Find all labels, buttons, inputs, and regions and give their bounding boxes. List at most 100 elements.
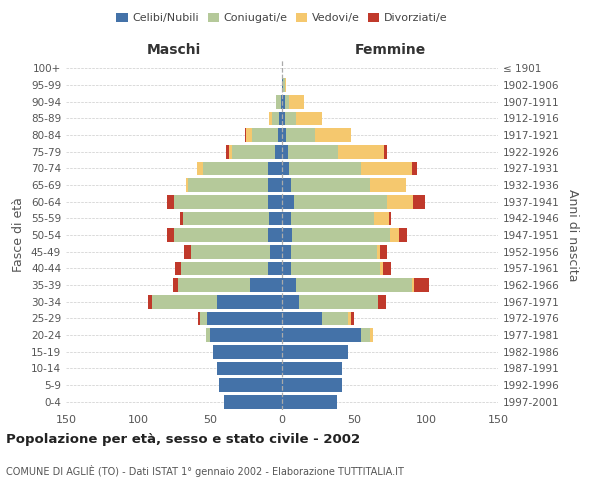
Bar [268, 178, 282, 192]
Bar [390, 228, 398, 242]
Bar [289, 95, 304, 108]
Bar [413, 195, 425, 208]
Bar [245, 128, 246, 142]
Bar [389, 212, 391, 225]
Bar [178, 278, 250, 292]
Bar [282, 262, 290, 275]
Bar [282, 362, 343, 375]
Bar [282, 378, 343, 392]
Bar [379, 295, 386, 308]
Bar [278, 128, 282, 142]
Bar [229, 145, 232, 158]
Bar [290, 245, 377, 258]
Legend: Celibi/Nubili, Coniugati/e, Vedovi/e, Divorziati/e: Celibi/Nubili, Coniugati/e, Vedovi/e, Di… [112, 8, 452, 28]
Bar [210, 328, 282, 342]
Bar [184, 245, 191, 258]
Bar [299, 295, 379, 308]
Bar [188, 178, 268, 192]
Bar [268, 262, 282, 275]
Bar [269, 212, 282, 225]
Bar [285, 112, 296, 125]
Bar [384, 145, 387, 158]
Bar [383, 262, 391, 275]
Bar [282, 78, 283, 92]
Bar [338, 145, 384, 158]
Bar [276, 95, 281, 108]
Y-axis label: Anni di nascita: Anni di nascita [566, 188, 579, 281]
Bar [175, 262, 181, 275]
Bar [218, 378, 282, 392]
Bar [282, 212, 290, 225]
Bar [415, 278, 429, 292]
Bar [252, 128, 278, 142]
Bar [322, 312, 348, 325]
Bar [292, 228, 390, 242]
Bar [286, 128, 315, 142]
Text: Popolazione per età, sesso e stato civile - 2002: Popolazione per età, sesso e stato civil… [6, 432, 360, 446]
Bar [296, 112, 322, 125]
Bar [271, 245, 282, 258]
Bar [351, 312, 354, 325]
Bar [285, 95, 289, 108]
Bar [232, 145, 275, 158]
Bar [191, 245, 271, 258]
Bar [180, 212, 182, 225]
Bar [387, 195, 413, 208]
Bar [282, 245, 290, 258]
Bar [199, 312, 200, 325]
Bar [282, 278, 296, 292]
Bar [217, 295, 282, 308]
Text: COMUNE DI AGLIÈ (TO) - Dati ISTAT 1° gennaio 2002 - Elaborazione TUTTITALIA.IT: COMUNE DI AGLIÈ (TO) - Dati ISTAT 1° gen… [6, 465, 404, 477]
Bar [285, 78, 286, 92]
Bar [398, 228, 407, 242]
Bar [290, 262, 380, 275]
Bar [269, 112, 272, 125]
Bar [288, 145, 338, 158]
Bar [282, 345, 348, 358]
Bar [282, 178, 290, 192]
Bar [275, 145, 282, 158]
Text: Maschi: Maschi [147, 42, 201, 56]
Bar [197, 162, 203, 175]
Bar [282, 312, 322, 325]
Bar [282, 145, 288, 158]
Bar [167, 195, 174, 208]
Bar [361, 328, 370, 342]
Bar [174, 195, 268, 208]
Bar [380, 245, 387, 258]
Bar [377, 245, 380, 258]
Bar [173, 278, 178, 292]
Bar [374, 212, 389, 225]
Bar [293, 195, 387, 208]
Bar [250, 278, 282, 292]
Bar [213, 345, 282, 358]
Bar [315, 128, 351, 142]
Bar [281, 95, 282, 108]
Bar [152, 295, 217, 308]
Bar [296, 278, 412, 292]
Bar [200, 312, 207, 325]
Bar [361, 162, 412, 175]
Bar [181, 262, 268, 275]
Bar [182, 212, 269, 225]
Bar [268, 228, 282, 242]
Bar [272, 112, 279, 125]
Bar [348, 312, 351, 325]
Bar [283, 78, 285, 92]
Bar [226, 145, 229, 158]
Bar [370, 178, 406, 192]
Bar [282, 162, 289, 175]
Y-axis label: Fasce di età: Fasce di età [13, 198, 25, 272]
Text: Femmine: Femmine [355, 42, 425, 56]
Bar [279, 112, 282, 125]
Bar [268, 162, 282, 175]
Bar [290, 178, 370, 192]
Bar [224, 395, 282, 408]
Bar [289, 162, 361, 175]
Bar [282, 328, 361, 342]
Bar [217, 362, 282, 375]
Bar [167, 228, 174, 242]
Bar [380, 262, 383, 275]
Bar [246, 128, 252, 142]
Bar [203, 162, 268, 175]
